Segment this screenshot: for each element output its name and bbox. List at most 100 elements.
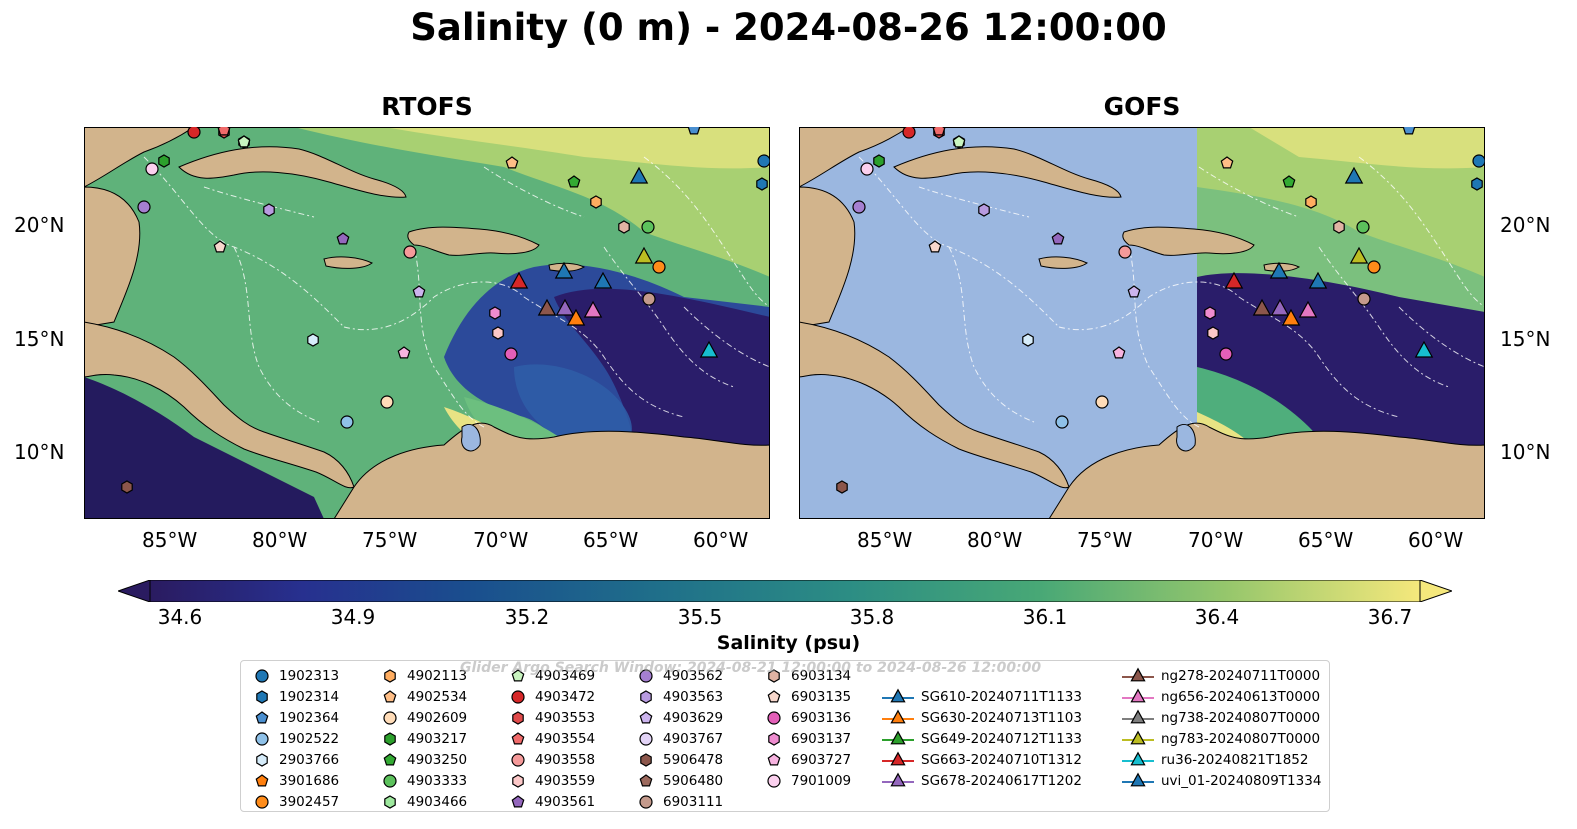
argo-marker-4903217[interactable] [158, 154, 170, 168]
argo-marker-3902457[interactable] [1367, 260, 1381, 274]
argo-marker-4903561[interactable] [1051, 232, 1065, 245]
argo-marker-6903727[interactable] [397, 346, 411, 359]
colorbar-tick-36-1: 36.1 [1022, 605, 1068, 629]
legend-item-4903563: 4903563 [635, 686, 723, 707]
argo-marker-4903563[interactable] [978, 203, 990, 217]
legend-label: 4903553 [535, 709, 596, 726]
pacific-low-salinity [84, 377, 324, 519]
argo-marker-4903217[interactable] [873, 154, 885, 168]
glider-marker-SG663-20240710T1312[interactable] [1224, 271, 1244, 289]
glider-marker-ng656-20240613T0000[interactable] [583, 300, 603, 318]
land-hispaniola [407, 226, 540, 256]
glider-marker-uvi_01-20240809T1334[interactable] [629, 166, 649, 184]
glider-marker-SG610-20240711T1133[interactable] [554, 261, 574, 279]
argo-marker-1902522[interactable] [340, 415, 354, 429]
glider-marker-ng783-20240807T0000[interactable] [634, 246, 654, 264]
glider-marker-ru36-20240821T1852[interactable] [699, 340, 719, 358]
legend-item-2903766: 2903766 [251, 749, 339, 770]
hexagon-marker-icon [640, 752, 652, 767]
map-panel-gofs[interactable] [799, 127, 1485, 519]
glider-marker-SG678-20240617T1202[interactable] [1270, 298, 1290, 316]
argo-marker-3902457[interactable] [652, 260, 666, 274]
argo-marker-6903137[interactable] [489, 306, 501, 320]
argo-marker-4903629[interactable] [1127, 285, 1141, 298]
argo-marker-6903134[interactable] [618, 220, 630, 234]
circle-marker-icon [639, 668, 653, 683]
argo-marker-1902313[interactable] [757, 154, 770, 168]
circle-marker-icon [255, 731, 269, 746]
argo-marker-1902313[interactable] [1472, 154, 1485, 168]
legend-item-4903469: 4903469 [507, 665, 595, 686]
argo-marker-2903766[interactable] [1022, 333, 1034, 347]
glider-marker-SG630-20240713T1103[interactable] [1281, 308, 1301, 326]
legend-item-4903562: 4903562 [635, 665, 723, 686]
glider-marker-uvi_01-20240809T1334[interactable] [1344, 166, 1364, 184]
argo-marker-4902609[interactable] [380, 395, 394, 409]
glider-marker-ng278-20240711T0000[interactable] [537, 298, 557, 316]
argo-marker-5906478[interactable] [836, 480, 848, 494]
argo-marker-4903333[interactable] [1356, 220, 1370, 234]
argo-marker-4903558[interactable] [403, 245, 417, 259]
legend-item-SG663-20240710T1312: SG663-20240710T1312 [881, 749, 1082, 770]
argo-marker-4903561[interactable] [336, 232, 350, 245]
argo-marker-6903136[interactable] [504, 347, 518, 361]
argo-marker-5906478[interactable] [121, 480, 133, 494]
glider-marker-ng656-20240613T0000[interactable] [1298, 300, 1318, 318]
glider-marker-SG610-20240711T1133[interactable] [593, 271, 613, 289]
argo-marker-4903472[interactable] [187, 127, 201, 139]
argo-marker-1902522[interactable] [1055, 415, 1069, 429]
legend-item-4903217: 4903217 [379, 728, 467, 749]
argo-marker-4902534[interactable] [505, 156, 519, 169]
argo-marker-4903563[interactable] [263, 203, 275, 217]
argo-marker-7901009[interactable] [860, 162, 874, 176]
argo-marker-6903134[interactable] [1333, 220, 1345, 234]
glider-marker-SG630-20240713T1103[interactable] [566, 308, 586, 326]
argo-marker-6903727[interactable] [1112, 346, 1126, 359]
argo-marker-6903135[interactable] [213, 240, 227, 253]
argo-marker-1902364[interactable] [1402, 127, 1416, 135]
argo-marker-4902534[interactable] [1220, 156, 1234, 169]
argo-marker-1902314[interactable] [1471, 177, 1483, 191]
argo-marker-4903250[interactable] [567, 175, 581, 188]
lon-tick-80w: 80°W [252, 528, 308, 552]
argo-marker-6903136[interactable] [1219, 347, 1233, 361]
legend-label: 1902313 [279, 667, 340, 684]
argo-marker-4903559[interactable] [1207, 326, 1219, 340]
argo-float-markers [836, 127, 1485, 494]
legend-label: 4903767 [663, 730, 724, 747]
argo-marker-4903559[interactable] [492, 326, 504, 340]
glider-marker-SG610-20240711T1133[interactable] [1269, 261, 1289, 279]
map-panel-rtofs[interactable] [84, 127, 770, 519]
argo-marker-6903111[interactable] [1357, 292, 1371, 306]
glider-marker-SG610-20240711T1133[interactable] [1308, 271, 1328, 289]
argo-marker-4903554[interactable] [932, 127, 946, 136]
argo-marker-4903472[interactable] [902, 127, 916, 139]
argo-marker-6903137[interactable] [1204, 306, 1216, 320]
argo-marker-4903562[interactable] [852, 200, 866, 214]
argo-marker-1902364[interactable] [687, 127, 701, 135]
land-south-america [1048, 422, 1485, 519]
glider-marker-ru36-20240821T1852[interactable] [1414, 340, 1434, 358]
argo-marker-4903250[interactable] [1282, 175, 1296, 188]
glider-marker-SG678-20240617T1202[interactable] [555, 298, 575, 316]
argo-marker-4903554[interactable] [217, 127, 231, 136]
argo-marker-4902609[interactable] [1095, 395, 1109, 409]
argo-marker-4903562[interactable] [137, 200, 151, 214]
pentagon-marker-icon [511, 794, 525, 807]
argo-marker-4903333[interactable] [641, 220, 655, 234]
glider-marker-ng783-20240807T0000[interactable] [1349, 246, 1369, 264]
argo-marker-7901009[interactable] [145, 162, 159, 176]
argo-marker-1902314[interactable] [756, 177, 768, 191]
argo-marker-4903469[interactable] [237, 135, 251, 148]
argo-marker-4903629[interactable] [412, 285, 426, 298]
glider-marker-ng278-20240711T0000[interactable] [1252, 298, 1272, 316]
argo-marker-4903469[interactable] [952, 135, 966, 148]
argo-marker-4902113[interactable] [590, 195, 602, 209]
glider-marker-SG663-20240710T1312[interactable] [509, 271, 529, 289]
argo-marker-6903111[interactable] [642, 292, 656, 306]
argo-marker-4902113[interactable] [1305, 195, 1317, 209]
argo-marker-4903558[interactable] [1118, 245, 1132, 259]
argo-marker-2903766[interactable] [307, 333, 319, 347]
argo-marker-6903135[interactable] [928, 240, 942, 253]
legend-item-1902522: 1902522 [251, 728, 339, 749]
